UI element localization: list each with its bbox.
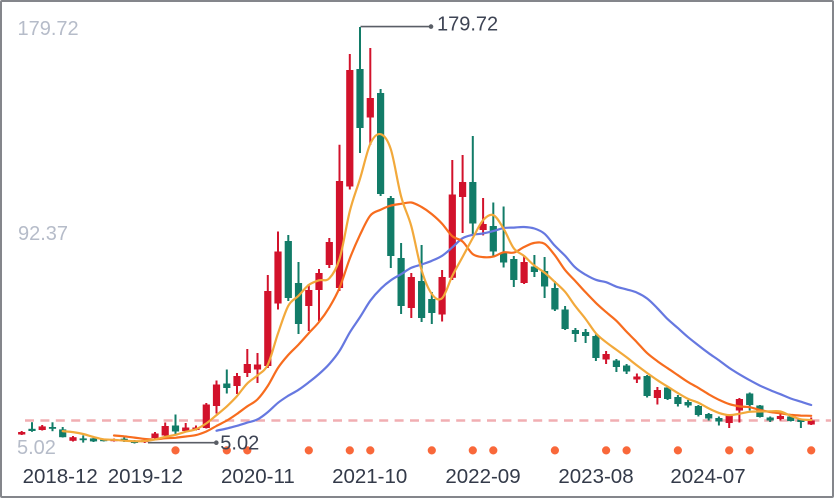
svg-text:2024-07: 2024-07: [670, 465, 745, 488]
svg-text:2020-11: 2020-11: [221, 465, 295, 488]
svg-text:2021-10: 2021-10: [332, 465, 407, 488]
svg-text:5.02: 5.02: [220, 432, 259, 454]
svg-text:2023-08: 2023-08: [558, 465, 633, 488]
svg-text:2019-12: 2019-12: [108, 465, 183, 488]
svg-text:2018-12: 2018-12: [23, 465, 98, 488]
svg-text:179.72: 179.72: [437, 14, 498, 36]
svg-text:92.37: 92.37: [18, 223, 68, 245]
svg-text:5.02: 5.02: [17, 437, 56, 459]
svg-text:179.72: 179.72: [18, 18, 79, 40]
svg-text:2022-09: 2022-09: [445, 465, 520, 488]
